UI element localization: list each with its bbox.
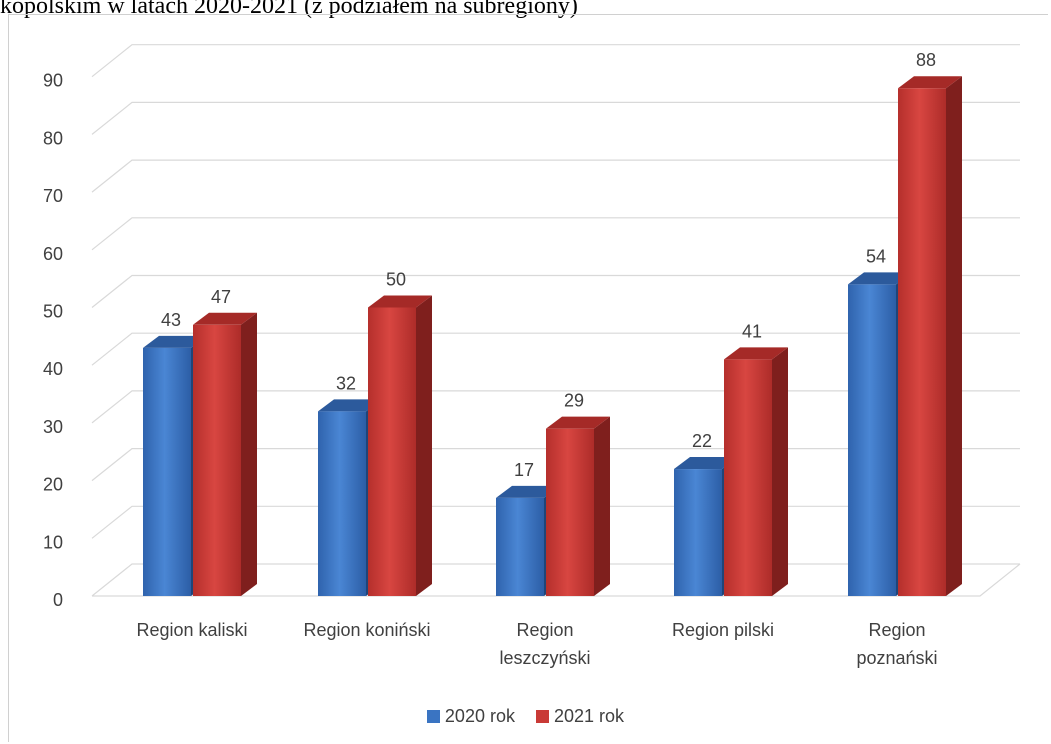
y-tick-label: 10 bbox=[43, 532, 63, 552]
bar-2021-3 bbox=[724, 347, 788, 596]
data-label-2021-4: 88 bbox=[916, 50, 936, 70]
data-label-2020-3: 22 bbox=[692, 431, 712, 451]
data-label-2021-1: 50 bbox=[386, 270, 406, 290]
category-label: leszczyński bbox=[499, 648, 590, 668]
category-label: Region koniński bbox=[303, 620, 430, 640]
category-label: Region pilski bbox=[672, 620, 774, 640]
y-tick-label: 20 bbox=[43, 475, 63, 495]
y-tick-label: 40 bbox=[43, 359, 63, 379]
y-tick-label: 60 bbox=[43, 244, 63, 264]
gridline-70 bbox=[92, 160, 1020, 192]
legend: 2020 rok 2021 rok bbox=[0, 706, 1051, 728]
data-label-2020-0: 43 bbox=[161, 310, 181, 330]
legend-item-2021: 2021 rok bbox=[536, 706, 624, 727]
category-label: Region bbox=[868, 620, 925, 640]
data-label-2021-2: 29 bbox=[564, 391, 584, 411]
y-tick-label: 90 bbox=[43, 71, 63, 91]
bar-2021-2 bbox=[546, 417, 610, 596]
gridline-60 bbox=[92, 218, 1020, 250]
legend-swatch-2021 bbox=[536, 710, 549, 723]
category-label: Region kaliski bbox=[136, 620, 247, 640]
y-axis-ticks: 0 10 20 30 40 50 60 70 80 90 bbox=[43, 71, 63, 610]
data-label-2020-2: 17 bbox=[514, 460, 534, 480]
category-label: Region bbox=[516, 620, 573, 640]
data-label-2020-1: 32 bbox=[336, 373, 356, 393]
data-label-2021-0: 47 bbox=[211, 287, 231, 307]
bar-2021-0 bbox=[193, 313, 257, 596]
gridline-90 bbox=[92, 45, 1020, 77]
y-tick-label: 0 bbox=[53, 590, 63, 610]
y-tick-label: 70 bbox=[43, 186, 63, 206]
bars: 43 47 32 50 17 29 22 41 54 88 bbox=[143, 50, 962, 596]
category-label: poznański bbox=[856, 648, 937, 668]
legend-label-2020: 2020 rok bbox=[445, 706, 515, 727]
data-label-2020-4: 54 bbox=[866, 246, 886, 266]
legend-label-2021: 2021 rok bbox=[554, 706, 624, 727]
data-label-2021-3: 41 bbox=[742, 321, 762, 341]
y-tick-label: 80 bbox=[43, 128, 63, 148]
y-tick-label: 50 bbox=[43, 302, 63, 322]
bar-2021-1 bbox=[368, 296, 432, 597]
bar-2021-4 bbox=[898, 76, 962, 596]
legend-swatch-2020 bbox=[427, 710, 440, 723]
x-axis-categories: Region kaliski Region koniński Region leszc… bbox=[136, 620, 937, 668]
legend-item-2020: 2020 rok bbox=[427, 706, 515, 727]
bar-chart-3d: 0 10 20 30 40 50 60 70 80 90 43 47 32 50 17 29 22 41 54 88… bbox=[0, 0, 1051, 700]
gridline-80 bbox=[92, 102, 1020, 134]
y-tick-label: 30 bbox=[43, 417, 63, 437]
